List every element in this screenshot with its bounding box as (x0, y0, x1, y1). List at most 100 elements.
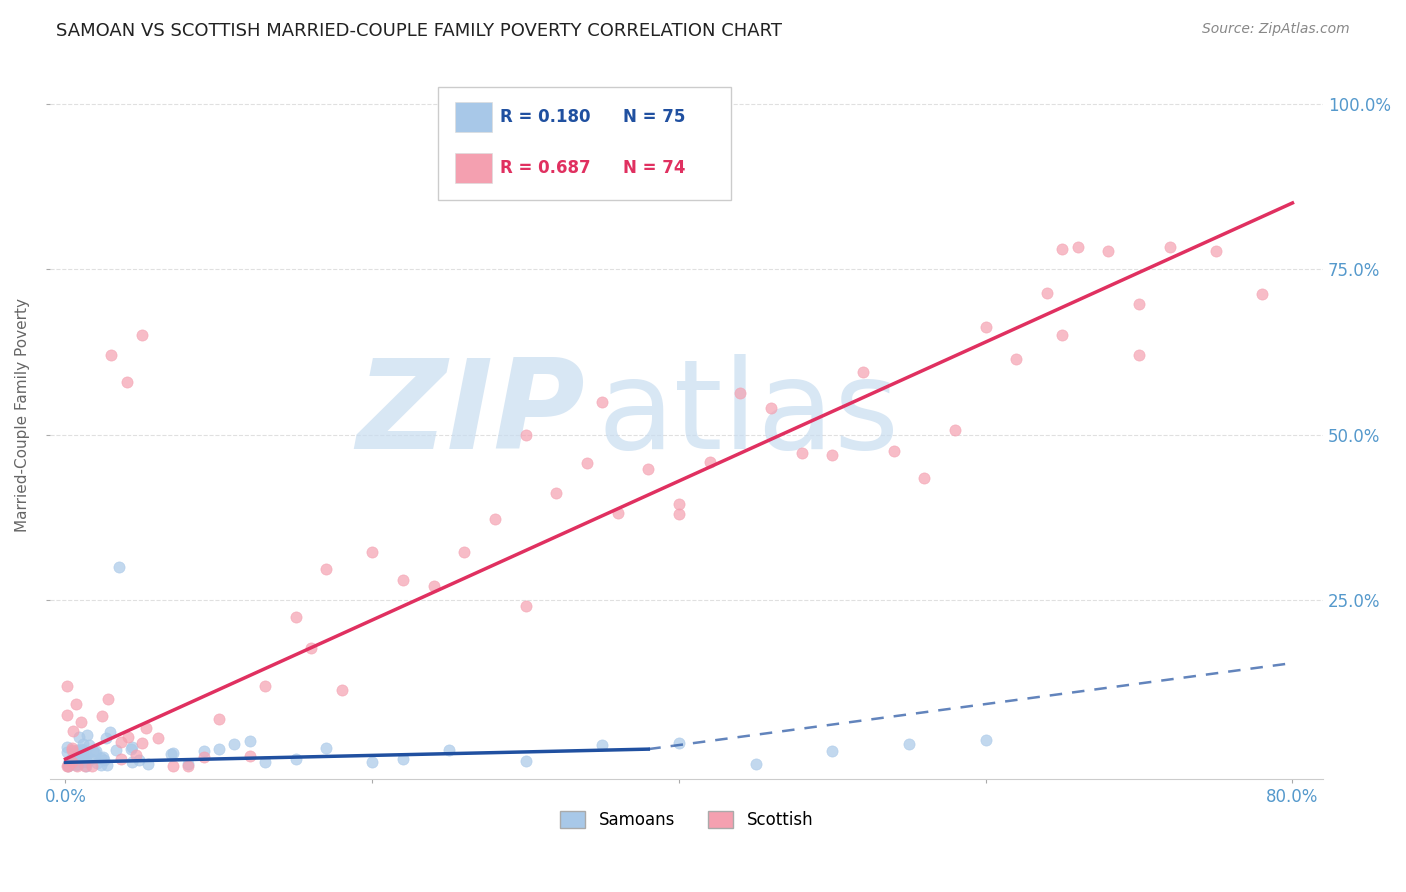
Point (668, 497, 690, 511)
Text: R = 0.180: R = 0.180 (499, 108, 591, 126)
Point (238, 748, 260, 763)
Point (77, 738, 100, 752)
Point (821, 449, 844, 463)
Point (162, 746, 184, 760)
Point (484, 512, 506, 526)
Point (1005, 352, 1028, 367)
Text: ZIP: ZIP (356, 354, 585, 475)
Point (56, 708, 79, 723)
Point (62, 724, 84, 739)
FancyBboxPatch shape (439, 87, 731, 200)
Point (62, 755, 84, 769)
Point (974, 732, 997, 747)
Point (67, 730, 90, 744)
Point (66, 743, 89, 757)
Point (437, 743, 460, 757)
Point (66, 758, 89, 772)
Point (606, 506, 628, 520)
Point (67, 747, 90, 762)
Point (60, 757, 83, 772)
Point (73, 747, 96, 762)
Point (131, 736, 153, 750)
Point (974, 320, 997, 334)
Point (668, 507, 690, 521)
Point (120, 742, 142, 756)
Point (1250, 287, 1272, 301)
Point (63, 755, 86, 769)
Point (1159, 239, 1181, 253)
Point (392, 574, 415, 588)
Point (136, 757, 159, 772)
Point (131, 328, 153, 343)
Text: SAMOAN VS SCOTTISH MARRIED-COUPLE FAMILY POVERTY CORRELATION CHART: SAMOAN VS SCOTTISH MARRIED-COUPLE FAMILY… (56, 22, 782, 40)
Point (90, 751, 112, 765)
Point (110, 751, 132, 765)
Point (790, 445, 813, 459)
Point (72, 747, 94, 762)
Point (361, 755, 384, 769)
Point (162, 758, 184, 772)
Point (898, 738, 921, 752)
Point (82, 758, 104, 772)
Point (253, 679, 276, 693)
Point (284, 752, 307, 766)
Point (60, 741, 83, 756)
Point (82, 744, 104, 758)
Point (121, 740, 143, 755)
Point (744, 757, 766, 772)
Point (56, 758, 79, 772)
Point (128, 752, 150, 766)
Point (392, 752, 415, 766)
Point (84, 744, 107, 758)
Point (759, 401, 782, 415)
Point (637, 462, 659, 476)
Point (69, 753, 91, 767)
Point (284, 609, 307, 624)
Point (177, 756, 200, 771)
Point (67, 744, 90, 758)
Point (117, 730, 139, 744)
Point (69, 746, 91, 760)
Text: atlas: atlas (598, 354, 900, 475)
Point (115, 375, 138, 389)
Point (69, 741, 91, 756)
Point (453, 544, 475, 558)
Point (100, 348, 122, 362)
Point (96, 757, 118, 772)
Point (73, 753, 96, 767)
Point (125, 748, 148, 763)
Point (575, 456, 598, 470)
Point (84, 746, 107, 760)
Point (315, 562, 337, 576)
Point (75, 758, 97, 772)
Point (60, 751, 83, 765)
Point (104, 742, 127, 756)
Point (821, 744, 844, 758)
Text: Source: ZipAtlas.com: Source: ZipAtlas.com (1202, 22, 1350, 37)
Point (1097, 244, 1119, 259)
Point (86, 756, 108, 770)
Point (1036, 285, 1059, 300)
Point (315, 741, 337, 756)
Point (70, 755, 93, 769)
Point (97, 692, 120, 706)
Point (72, 743, 94, 757)
Point (591, 394, 613, 409)
FancyBboxPatch shape (456, 153, 492, 183)
Point (56, 745, 79, 759)
Point (253, 755, 276, 769)
Point (56, 758, 79, 772)
Point (56, 758, 79, 772)
Point (94, 731, 117, 745)
Point (91, 749, 114, 764)
Point (70, 747, 93, 761)
Point (73, 749, 96, 764)
Point (193, 749, 215, 764)
Point (668, 736, 690, 750)
Point (80, 752, 103, 766)
Point (56, 739, 79, 754)
Point (121, 755, 143, 769)
Point (69, 754, 91, 768)
Text: R = 0.687: R = 0.687 (499, 159, 591, 177)
Point (146, 731, 169, 745)
